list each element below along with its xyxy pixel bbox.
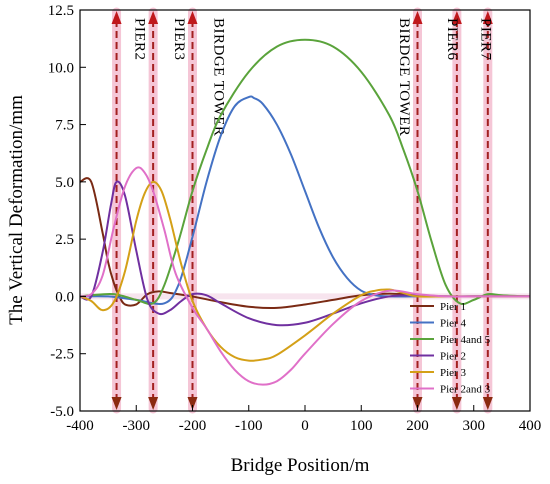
marker-arrow-up-icon — [412, 11, 423, 24]
series-line-pier-4and-5 — [79, 38, 531, 306]
legend-item: Pier 2 — [410, 351, 466, 363]
pier-marker — [482, 7, 493, 414]
legend-item: Pier 1 — [410, 301, 466, 313]
legend-label: Pier 1 — [440, 301, 466, 313]
x-tick-label: -300 — [123, 418, 151, 434]
x-tick-label: -100 — [235, 418, 263, 434]
x-tick-label: -400 — [66, 418, 94, 434]
y-tick-label: 5.0 — [55, 175, 74, 191]
series-line-pier-2 — [79, 180, 530, 327]
marker-arrow-up-icon — [187, 11, 198, 24]
marker-arrow-down-icon — [187, 397, 198, 410]
legend-label: Pier 3 — [440, 367, 466, 379]
legend-item: Pier 2and 3 — [410, 384, 491, 396]
legend: Pier 1 Pier 4 Pier 4and 5 Pier 2 Pier 3 Pier … — [410, 301, 491, 396]
legend-label: Pier 4 — [440, 318, 466, 330]
pier-marker-label: PIER3 — [171, 18, 187, 61]
legend-label: Pier 2and 3 — [440, 384, 491, 396]
marker-arrow-up-icon — [148, 11, 159, 24]
marker-arrow-down-icon — [111, 397, 122, 410]
axes: -400 -300 -200 -100 0 100 200 300 400 -5.0 -2.5 0.0… — [48, 3, 542, 434]
x-tick-label: 100 — [350, 418, 373, 434]
y-tick-label: 12.5 — [48, 3, 74, 19]
pier-marker-label: PIER6 — [444, 18, 460, 61]
legend-label: Pier 2 — [440, 351, 466, 363]
pier-marker — [451, 7, 462, 414]
legend-item: Pier 4and 5 — [410, 334, 491, 346]
legend-label: Pier 4and 5 — [440, 334, 491, 346]
marker-arrow-up-icon — [482, 11, 493, 24]
y-tick-label: 7.5 — [55, 118, 74, 134]
pier-marker — [111, 7, 122, 414]
pier-marker — [187, 7, 198, 414]
y-tick-label: 0.0 — [55, 289, 74, 305]
pier-marker-label: PIER7 — [478, 18, 494, 61]
marker-arrow-down-icon — [482, 397, 493, 410]
series-line-pier-2and-3 — [79, 166, 530, 386]
series-line-pier-4 — [79, 95, 530, 305]
y-tick-label: -5.0 — [50, 404, 74, 420]
x-tick-label: 400 — [519, 418, 542, 434]
y-tick-label: -2.5 — [50, 347, 74, 363]
legend-item: Pier 4 — [410, 318, 466, 330]
x-axis-title: Bridge Position/m — [231, 455, 370, 476]
marker-arrow-down-icon — [148, 397, 159, 410]
y-axis-title: The Vertical Deformation/mm — [6, 95, 27, 325]
x-tick-label: 0 — [301, 418, 309, 434]
marker-arrow-up-icon — [111, 11, 122, 24]
y-tick-label: 10.0 — [48, 60, 74, 76]
pier-marker — [412, 7, 423, 414]
y-tick-label: 2.5 — [55, 232, 74, 248]
series-lines — [79, 38, 531, 386]
marker-arrow-down-icon — [451, 397, 462, 410]
legend-item: Pier 3 — [410, 367, 466, 379]
marker-arrow-down-icon — [412, 397, 423, 410]
pier-marker-label: PIER2 — [132, 18, 148, 61]
pier-markers: PIER2 PIER3 BIRDGE TOWER BIRDGE TOWER PIER6 P… — [111, 7, 494, 414]
x-tick-label: 200 — [406, 418, 429, 434]
x-tick-label: 300 — [463, 418, 486, 434]
pier-marker-label: BIRDGE TOWER — [396, 18, 412, 136]
pier-marker-label: BIRDGE TOWER — [210, 18, 226, 136]
x-tick-label: -200 — [179, 418, 207, 434]
pier-marker — [148, 7, 159, 414]
marker-arrow-up-icon — [451, 11, 462, 24]
